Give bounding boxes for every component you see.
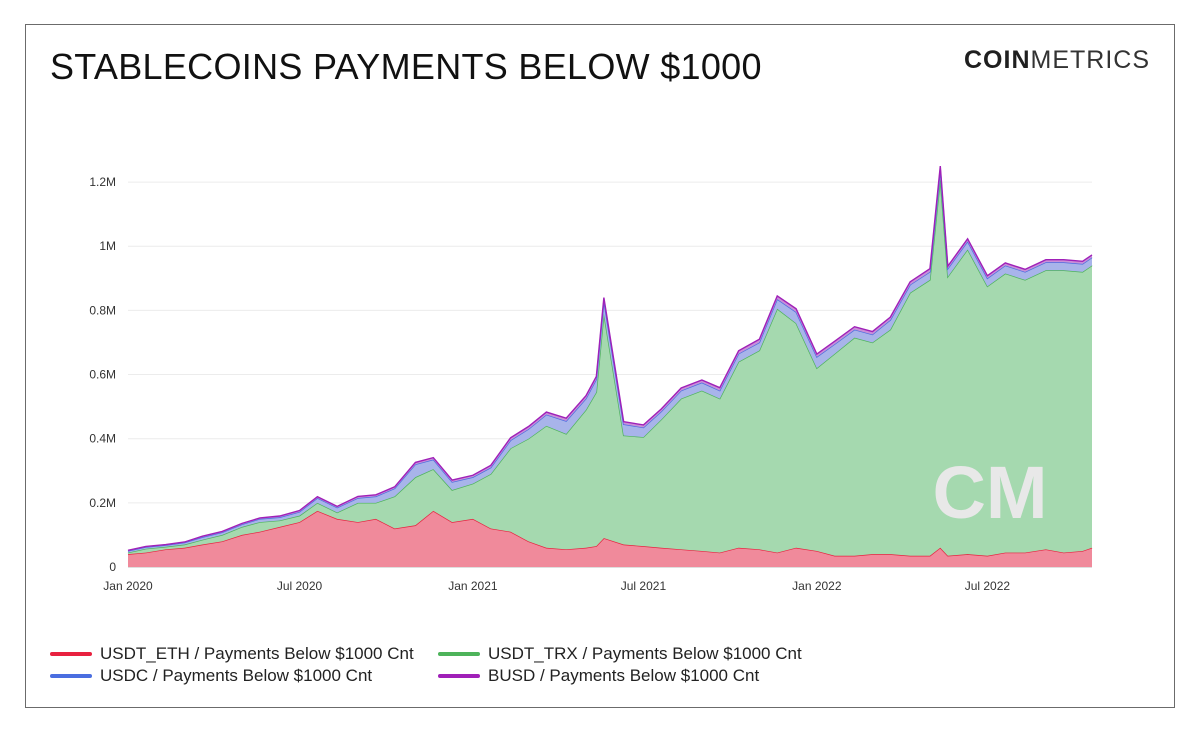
legend-item-usdt-trx[interactable]: USDT_TRX / Payments Below $1000 Cnt [438,644,802,664]
legend-swatch-busd [438,674,480,678]
area-usdt-trx [128,178,1092,556]
logo-bold-text: COIN [964,46,1031,74]
y-tick-label: 0.4M [89,432,116,446]
y-tick-label: 0.2M [89,496,116,510]
legend-item-usdt-eth[interactable]: USDT_ETH / Payments Below $1000 Cnt [50,644,414,664]
x-tick-label: Jul 2020 [277,579,323,593]
legend-label-usdc: USDC / Payments Below $1000 Cnt [100,666,373,685]
area-series [127,165,1093,567]
y-tick-label: 1M [99,239,116,253]
legend-item-busd[interactable]: BUSD / Payments Below $1000 Cnt [438,666,759,686]
area-usdt-eth [128,510,1092,567]
y-tick-label: 0 [109,560,116,574]
x-tick-label: Jul 2021 [621,579,667,593]
area-busd-line [127,165,1093,552]
y-axis-labels: 0 0.2M 0.4M 0.6M 0.8M 1M 1.2M [89,175,116,574]
y-tick-label: 1.2M [89,175,116,189]
y-tick-label: 0.8M [89,303,116,317]
x-axis-labels: Jan 2020 Jul 2020 Jan 2021 Jul 2021 Jan 2022… [103,579,1010,593]
y-tick-label: 0.6M [89,368,116,382]
legend-label-usdt-eth: USDT_ETH / Payments Below $1000 Cnt [100,644,414,663]
x-tick-label: Jan 2022 [792,579,842,593]
legend-label-busd: BUSD / Payments Below $1000 Cnt [488,666,760,685]
legend-item-usdc[interactable]: USDC / Payments Below $1000 Cnt [50,666,372,686]
coinmetrics-logo: COINMETRICS [964,46,1150,75]
x-tick-label: Jul 2022 [965,579,1011,593]
x-tick-label: Jan 2020 [103,579,153,593]
x-tick-label: Jan 2021 [448,579,498,593]
cm-watermark: CM [932,451,1047,534]
chart-title: STABLECOINS PAYMENTS BELOW $1000 [50,46,762,87]
legend-swatch-usdt-trx [438,652,480,656]
legend-label-usdt-trx: USDT_TRX / Payments Below $1000 Cnt [488,644,802,663]
legend-swatch-usdt-eth [50,652,92,656]
legend-swatch-usdc [50,674,92,678]
logo-light-text: METRICS [1030,46,1150,74]
